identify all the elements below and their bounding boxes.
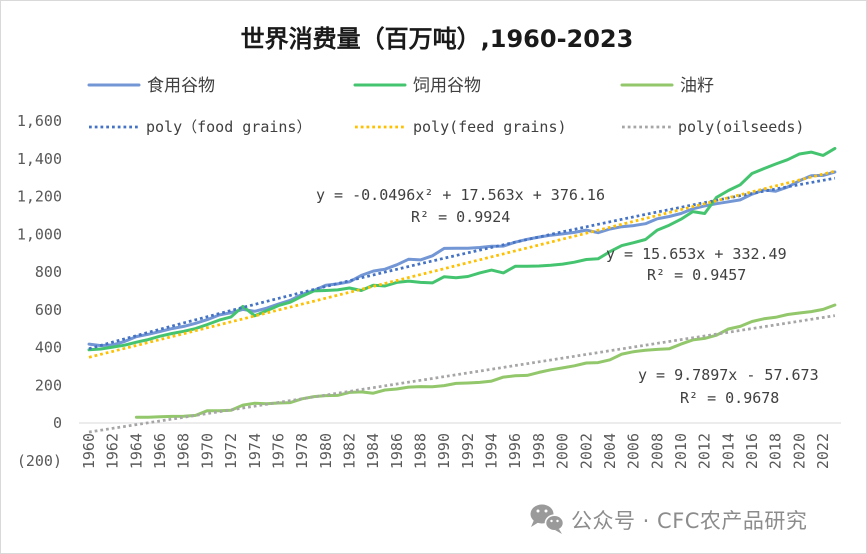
y-tick-label: (200) — [17, 452, 62, 470]
series-line-feed-grains — [87, 146, 837, 352]
y-tick-label: 200 — [35, 376, 62, 394]
x-tick-label: 1986 — [388, 433, 406, 469]
x-tick-label: 1964 — [127, 433, 145, 469]
watermark: 公众号 · CFC农产品研究 — [530, 504, 807, 534]
y-axis-labels: 1,600 1,400 1,200 1,000 800 600 400 200 0 (200) — [17, 112, 62, 470]
x-tick-label: 1972 — [222, 433, 240, 469]
legend-item-oilseeds: 油籽 — [620, 76, 714, 96]
x-tick-label: 1982 — [341, 433, 359, 469]
trendline-layer — [88, 169, 836, 434]
chart-title: 世界消费量（百万吨）,1960-2023 — [241, 25, 634, 53]
legend-item-food-grains: 食用谷物 — [87, 76, 215, 96]
y-tick-label: 0 — [53, 414, 62, 432]
legend-label-feed-grains: 饲用谷物 — [413, 76, 481, 96]
y-tick-label: 600 — [35, 301, 62, 319]
x-tick-label: 1976 — [269, 433, 287, 469]
x-tick-label: 1988 — [412, 433, 430, 469]
legend-label-food-grains: 食用谷物 — [147, 76, 215, 96]
watermark-text: 公众号 · CFC农产品研究 — [571, 509, 807, 533]
legend-item-trend-feed-grains: poly(feed grains) — [355, 118, 567, 136]
x-tick-label: 1970 — [198, 433, 216, 469]
legend-label-trend-oilseeds: poly(oilseeds) — [678, 118, 804, 136]
series-line-oilseeds — [134, 303, 837, 419]
equation-feed-grains: y = 15.653x + 332.49 — [606, 245, 787, 263]
r-squared-oilseeds: R² = 0.9678 — [680, 389, 779, 407]
x-tick-label: 1978 — [293, 433, 311, 469]
series-layer — [87, 146, 837, 419]
x-tick-label: 1990 — [435, 433, 453, 469]
y-tick-label: 1,400 — [17, 150, 62, 168]
y-tick-label: 800 — [35, 263, 62, 281]
x-tick-label: 1962 — [104, 433, 122, 469]
trendline-equations: y = -0.0496x² + 17.563x + 376.16 R² = 0.… — [316, 186, 819, 407]
x-tick-label: 2004 — [601, 433, 619, 469]
x-tick-label: 2008 — [648, 433, 666, 469]
equation-food-grains: y = -0.0496x² + 17.563x + 376.16 — [316, 186, 605, 204]
trendline-feed-grains — [88, 169, 836, 359]
legend-label-oilseeds: 油籽 — [680, 76, 714, 96]
x-tick-label: 1992 — [459, 433, 477, 469]
r-squared-food-grains: R² = 0.9924 — [411, 208, 510, 226]
wechat-icon — [530, 504, 565, 534]
x-tick-label: 1980 — [317, 433, 335, 469]
x-tick-label: 2018 — [767, 433, 785, 469]
x-tick-label: 2000 — [554, 433, 572, 469]
x-tick-label: 1968 — [175, 433, 193, 469]
legend-label-trend-feed-grains: poly(feed grains) — [413, 118, 567, 136]
x-tick-label: 2010 — [672, 433, 690, 469]
x-tick-label: 2014 — [719, 433, 737, 469]
r-squared-feed-grains: R² = 0.9457 — [647, 266, 746, 284]
y-tick-label: 400 — [35, 339, 62, 357]
x-tick-label: 2016 — [743, 433, 761, 469]
x-tick-label: 2002 — [577, 433, 595, 469]
x-tick-label: 1996 — [506, 433, 524, 469]
x-axis-labels: 1960 1962 1964 1966 1968 1970 1972 1974 1976 1978… — [80, 433, 832, 469]
x-tick-label: 2006 — [625, 433, 643, 469]
x-tick-label: 1998 — [530, 433, 548, 469]
legend-item-feed-grains: 饲用谷物 — [353, 76, 481, 96]
legend: 食用谷物 饲用谷物 油籽 poly（food grains） poly(feed… — [87, 76, 804, 136]
x-tick-label: 1974 — [246, 433, 264, 469]
x-tick-label: 1966 — [151, 433, 169, 469]
x-tick-label: 2020 — [790, 433, 808, 469]
equation-oilseeds: y = 9.7897x - 57.673 — [638, 366, 819, 384]
legend-item-trend-oilseeds: poly(oilseeds) — [622, 118, 804, 136]
x-tick-label: 2022 — [814, 433, 832, 469]
x-tick-label: 2012 — [696, 433, 714, 469]
legend-label-trend-food-grains: poly（food grains） — [146, 118, 311, 136]
y-tick-label: 1,200 — [17, 188, 62, 206]
x-tick-label: 1984 — [364, 433, 382, 469]
y-tick-label: 1,600 — [17, 112, 62, 130]
y-tick-label: 1,000 — [17, 225, 62, 243]
legend-item-trend-food-grains: poly（food grains） — [89, 118, 311, 136]
trendline-oilseeds — [88, 314, 836, 434]
x-tick-label: 1994 — [483, 433, 501, 469]
x-tick-label: 1960 — [80, 433, 98, 469]
